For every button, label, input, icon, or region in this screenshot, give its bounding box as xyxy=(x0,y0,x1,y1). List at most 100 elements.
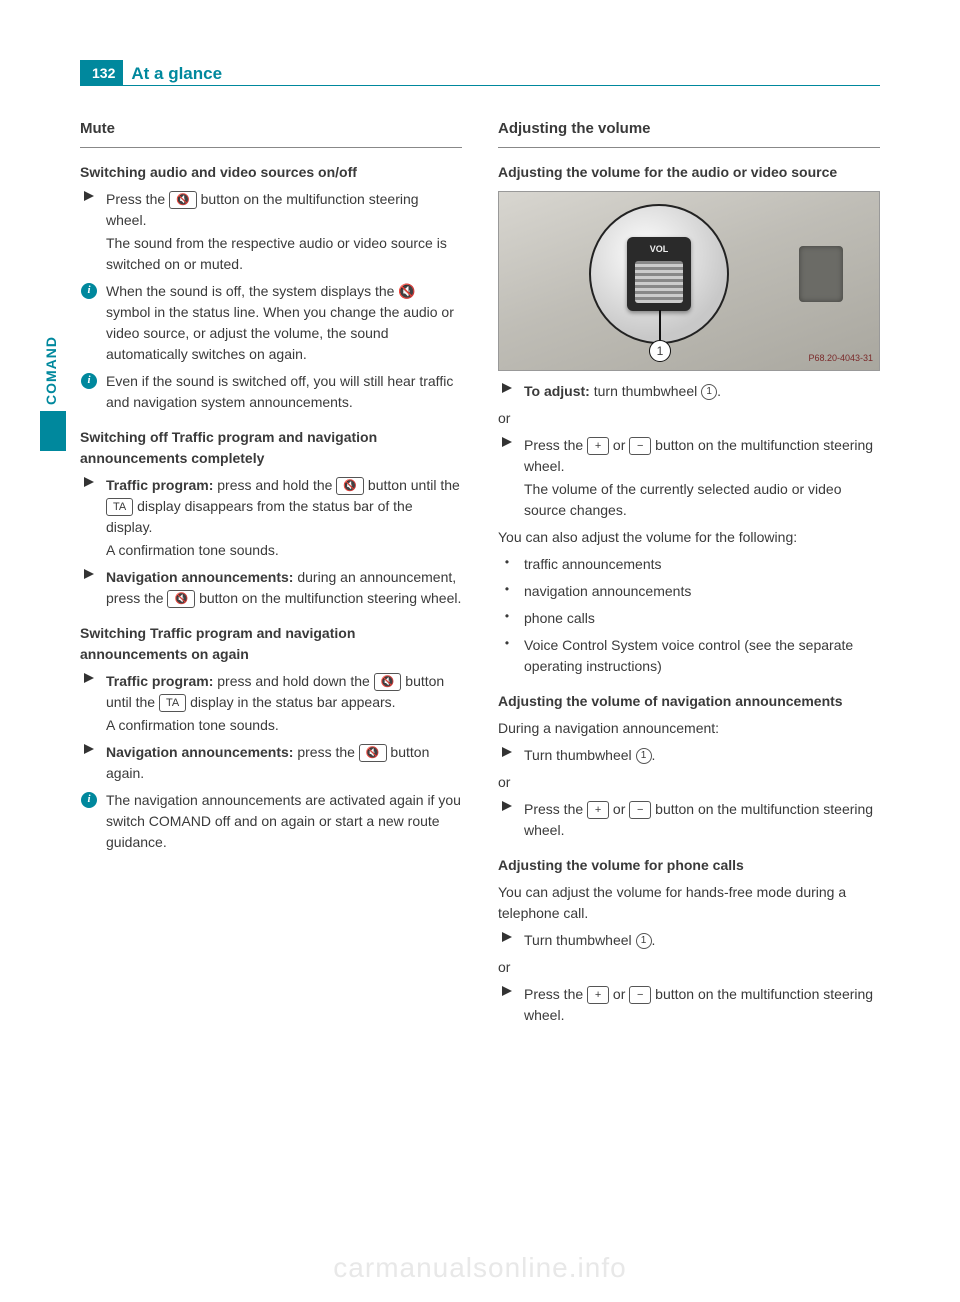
step-text: Press the + or − button on the multifunc… xyxy=(524,435,880,521)
step: Press the + or − button on the multifunc… xyxy=(498,435,880,521)
bullet-icon: • xyxy=(498,608,516,629)
section-title: At a glance xyxy=(123,60,880,86)
step-arrow-icon xyxy=(80,189,98,275)
minus-key-icon: − xyxy=(629,986,651,1004)
step: Turn thumbwheel 1. xyxy=(498,930,880,951)
step-text: Traffic program: press and hold down the… xyxy=(106,671,462,736)
figure-vol-knob: VOL xyxy=(627,237,691,311)
or-text: or xyxy=(498,957,880,978)
ta-key-icon: TA xyxy=(106,498,133,516)
heading-switch-off-traffic: Switching off Traffic program and naviga… xyxy=(80,427,462,469)
header: 132 At a glance xyxy=(80,60,880,86)
step-text: Press the + or − button on the multifunc… xyxy=(524,984,880,1026)
step-arrow-icon xyxy=(498,984,516,1026)
or-text: or xyxy=(498,408,880,429)
ref-1-icon: 1 xyxy=(701,384,717,400)
step: Press the + or − button on the multifunc… xyxy=(498,799,880,841)
info-text: Even if the sound is switched off, you w… xyxy=(106,371,462,413)
bullet-item: •navigation announcements xyxy=(498,581,880,602)
heading-mute: Mute xyxy=(80,118,462,148)
columns: Mute Switching audio and video sources o… xyxy=(80,114,880,1032)
info-icon: i xyxy=(81,792,97,808)
step: Navigation announcements: during an anno… xyxy=(80,567,462,609)
step-arrow-icon xyxy=(80,742,98,784)
mute-key-icon: 🔇 xyxy=(336,477,364,495)
right-column: Adjusting the volume Adjusting the volum… xyxy=(498,114,880,1032)
step: Press the + or − button on the multifunc… xyxy=(498,984,880,1026)
info-note: i Even if the sound is switched off, you… xyxy=(80,371,462,413)
step-sub: A confirmation tone sounds. xyxy=(106,715,462,736)
figure-id: P68.20-4043-31 xyxy=(808,352,873,366)
figure-side-button xyxy=(799,246,843,302)
step-arrow-icon xyxy=(498,435,516,521)
watermark: carmanualsonline.info xyxy=(0,1252,960,1284)
heading-volume-phone: Adjusting the volume for phone calls xyxy=(498,855,880,876)
step-arrow-icon xyxy=(80,475,98,561)
or-text: or xyxy=(498,772,880,793)
plus-key-icon: + xyxy=(587,986,609,1004)
mute-key-icon: 🔇 xyxy=(359,744,387,762)
figure-callout-line xyxy=(659,310,661,340)
info-note: i The navigation announcements are activ… xyxy=(80,790,462,853)
mute-key-icon: 🔇 xyxy=(167,590,195,608)
heading-switching-onoff: Switching audio and video sources on/off xyxy=(80,162,462,183)
page-number: 132 xyxy=(80,60,123,86)
ref-1-icon: 1 xyxy=(636,933,652,949)
step-text: Traffic program: press and hold the 🔇 bu… xyxy=(106,475,462,561)
heading-volume-audio-video: Adjusting the volume for the audio or vi… xyxy=(498,162,880,183)
step-arrow-icon xyxy=(498,381,516,402)
bullet-icon: • xyxy=(498,581,516,602)
info-text: The navigation announcements are activat… xyxy=(106,790,462,853)
step-text: Navigation announcements: during an anno… xyxy=(106,567,462,609)
step-text: To adjust: turn thumbwheel 1. xyxy=(524,381,880,402)
step-text: Turn thumbwheel 1. xyxy=(524,930,880,951)
step-text: Press the 🔇 button on the multifunction … xyxy=(106,189,462,275)
info-text: When the sound is off, the system displa… xyxy=(106,281,462,365)
paragraph: You can adjust the volume for hands-free… xyxy=(498,882,880,924)
minus-key-icon: − xyxy=(629,437,651,455)
left-column: Mute Switching audio and video sources o… xyxy=(80,114,462,1032)
step-text: Turn thumbwheel 1. xyxy=(524,745,880,766)
step-text: Navigation announcements: press the 🔇 bu… xyxy=(106,742,462,784)
info-note: i When the sound is off, the system disp… xyxy=(80,281,462,365)
step-arrow-icon xyxy=(498,745,516,766)
paragraph: During a navigation announcement: xyxy=(498,718,880,739)
plus-key-icon: + xyxy=(587,801,609,819)
mute-key-icon: 🔇 xyxy=(374,673,402,691)
bullet-item: •phone calls xyxy=(498,608,880,629)
mute-symbol-icon: 🔇 xyxy=(398,283,415,299)
bullet-icon: • xyxy=(498,635,516,677)
step-sub: The volume of the currently selected aud… xyxy=(524,479,880,521)
info-icon: i xyxy=(81,373,97,389)
figure-callout-1: 1 xyxy=(649,340,671,362)
heading-adjust-volume: Adjusting the volume xyxy=(498,118,880,148)
volume-thumbwheel-figure: VOL 1 P68.20-4043-31 xyxy=(498,191,880,371)
step: Navigation announcements: press the 🔇 bu… xyxy=(80,742,462,784)
step: Traffic program: press and hold down the… xyxy=(80,671,462,736)
step: To adjust: turn thumbwheel 1. xyxy=(498,381,880,402)
step-arrow-icon xyxy=(498,799,516,841)
heading-volume-nav: Adjusting the volume of navigation annou… xyxy=(498,691,880,712)
step-arrow-icon xyxy=(80,671,98,736)
step-sub: A confirmation tone sounds. xyxy=(106,540,462,561)
step: Press the 🔇 button on the multifunction … xyxy=(80,189,462,275)
bullet-item: •traffic announcements xyxy=(498,554,880,575)
step-arrow-icon xyxy=(80,567,98,609)
page: 132 At a glance Mute Switching audio and… xyxy=(0,0,960,1072)
mute-key-icon: 🔇 xyxy=(169,191,197,209)
figure-vol-label: VOL xyxy=(627,243,691,257)
minus-key-icon: − xyxy=(629,801,651,819)
heading-switch-on-traffic: Switching Traffic program and navigation… xyxy=(80,623,462,665)
bullet-icon: • xyxy=(498,554,516,575)
plus-key-icon: + xyxy=(587,437,609,455)
ref-1-icon: 1 xyxy=(636,748,652,764)
info-icon: i xyxy=(81,283,97,299)
bullet-item: •Voice Control System voice control (see… xyxy=(498,635,880,677)
step-text: Press the + or − button on the multifunc… xyxy=(524,799,880,841)
paragraph: You can also adjust the volume for the f… xyxy=(498,527,880,548)
step-sub: The sound from the respective audio or v… xyxy=(106,233,462,275)
step-arrow-icon xyxy=(498,930,516,951)
step: Turn thumbwheel 1. xyxy=(498,745,880,766)
step: Traffic program: press and hold the 🔇 bu… xyxy=(80,475,462,561)
ta-key-icon: TA xyxy=(159,694,186,712)
